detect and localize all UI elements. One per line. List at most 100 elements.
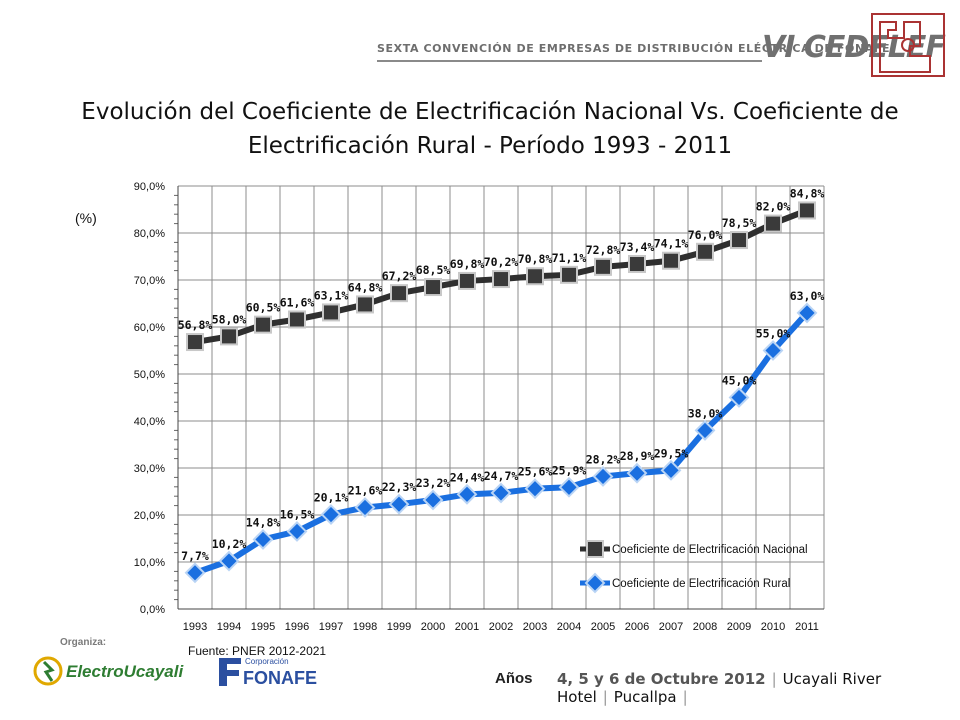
x-tick-label: 2004 <box>557 621 581 633</box>
data-label: 61,6% <box>280 295 315 309</box>
y-tick-label: 20,0% <box>134 510 165 522</box>
data-label: 70,8% <box>518 252 553 266</box>
data-label: 45,0% <box>722 374 757 388</box>
data-label: 20,1% <box>314 491 349 505</box>
data-label: 16,5% <box>280 507 315 521</box>
data-point-marker <box>424 278 442 297</box>
data-labels: 56,8% 58,0%60,5% 61,6%63,1%64,8%67,2% 68,5%… <box>178 186 825 562</box>
data-point-marker <box>796 302 818 324</box>
data-point-marker <box>322 303 340 322</box>
data-point-marker <box>592 466 614 487</box>
data-label: 14,8% <box>246 515 281 529</box>
data-label: 7,7% <box>181 549 209 563</box>
data-label: 25,6% <box>518 465 553 479</box>
event-info: 4, 5 y 6 de Octubre 2012 | Ucayali River H… <box>557 670 882 706</box>
data-point-marker <box>320 504 342 525</box>
data-label: 82,0% <box>756 200 791 214</box>
series <box>184 201 818 584</box>
data-label: 56,8% <box>178 318 213 332</box>
data-label: 67,2% <box>382 269 417 283</box>
data-point-marker <box>390 284 408 303</box>
data-point-marker <box>218 550 240 572</box>
data-point-marker <box>388 493 410 515</box>
x-tick-label: 1996 <box>285 621 309 633</box>
data-point-marker <box>288 310 306 329</box>
data-point-marker <box>696 242 714 261</box>
data-point-marker <box>626 462 648 484</box>
data-label: 21,6% <box>348 483 383 497</box>
y-axis-unit: (%) <box>75 210 97 226</box>
data-label: 78,5% <box>722 216 757 230</box>
data-point-marker <box>354 497 376 518</box>
x-tick-label: 2001 <box>455 621 479 633</box>
data-label: 28,9% <box>620 449 655 463</box>
x-tick-label: 2008 <box>693 621 717 633</box>
data-label: 68,5% <box>416 263 451 277</box>
y-tick-label: 70,0% <box>134 275 165 287</box>
data-point-marker <box>662 251 680 270</box>
logo2-small-text: Corporación <box>245 657 289 666</box>
data-label: 55,0% <box>756 327 791 341</box>
data-label: 22,3% <box>382 480 417 494</box>
data-label: 58,0% <box>212 312 247 326</box>
data-point-marker <box>584 572 606 594</box>
data-label: 23,2% <box>416 476 451 490</box>
event-city: Pucallpa <box>613 688 677 706</box>
data-point-marker <box>798 201 816 220</box>
x-tick-label: 1995 <box>251 621 275 633</box>
data-label: 84,8% <box>790 186 825 200</box>
data-point-marker <box>694 419 716 441</box>
data-point-marker <box>458 271 476 290</box>
data-point-marker <box>524 478 546 500</box>
source-note: Fuente: PNER 2012-2021 <box>188 644 327 658</box>
banner-divider <box>377 60 762 62</box>
data-point-marker <box>728 387 750 408</box>
data-point-marker <box>220 327 238 346</box>
data-label: 74,1% <box>654 237 689 251</box>
data-label: 71,1% <box>552 251 587 265</box>
x-tick-label: 2005 <box>591 621 615 633</box>
y-tick-label: 10,0% <box>134 557 165 569</box>
x-tick-label: 2009 <box>727 621 751 633</box>
brand-logo: VI CEDELEF <box>762 30 946 65</box>
x-tick-label: 2002 <box>489 621 513 633</box>
x-tick-label: 2000 <box>421 621 445 633</box>
data-point-marker <box>764 214 782 233</box>
axes: 0,0% 10,0% 20,0% 30,0% 40,0% 50,0% 60,0% 70,0% 8… <box>134 181 824 633</box>
x-tick-label: 1997 <box>319 621 343 633</box>
logo2-text: FONAFE <box>243 668 317 688</box>
data-label: 70,2% <box>484 255 519 269</box>
x-tick-label: 1993 <box>183 621 207 633</box>
data-point-marker <box>286 521 308 542</box>
data-point-marker <box>730 231 748 250</box>
x-tick-label: 2003 <box>523 621 547 633</box>
data-point-marker <box>252 529 274 550</box>
data-label: 10,2% <box>212 537 247 551</box>
logo1-text: ElectroUcayali <box>66 662 184 681</box>
x-tick-label: 1999 <box>387 621 411 633</box>
legend-label: Coeficiente de Electrificación Rural <box>612 578 790 590</box>
header-banner: SEXTA CONVENCIÓN DE EMPRESAS DE DISTRIBU… <box>0 0 960 80</box>
event-name: SEXTA CONVENCIÓN DE EMPRESAS DE DISTRIBU… <box>377 42 891 55</box>
event-date: 4, 5 y 6 de Octubre 2012 <box>557 670 766 688</box>
data-label: 24,7% <box>484 469 519 483</box>
data-point-marker <box>586 540 604 558</box>
data-point-marker <box>762 340 784 361</box>
data-point-marker <box>356 295 374 314</box>
y-tick-label: 80,0% <box>134 228 165 240</box>
y-tick-label: 90,0% <box>134 181 165 193</box>
data-point-marker <box>490 482 512 504</box>
series-line <box>194 310 810 576</box>
x-tick-label: 2006 <box>625 621 649 633</box>
fonafe-logo: Corporación FONAFE <box>219 657 317 688</box>
electroucayali-logo: ElectroUcayali <box>33 656 184 686</box>
x-tick-label: 1998 <box>353 621 377 633</box>
data-point-marker <box>184 562 206 584</box>
data-label: 76,0% <box>688 228 723 242</box>
y-tick-label: 40,0% <box>134 416 165 428</box>
y-tick-label: 30,0% <box>134 463 165 475</box>
x-tick-label: 2010 <box>761 621 785 633</box>
data-point-marker <box>492 270 510 289</box>
chart-title-line1: Evolución del Coeficiente de Electrifica… <box>81 99 899 125</box>
data-point-marker <box>526 267 544 286</box>
